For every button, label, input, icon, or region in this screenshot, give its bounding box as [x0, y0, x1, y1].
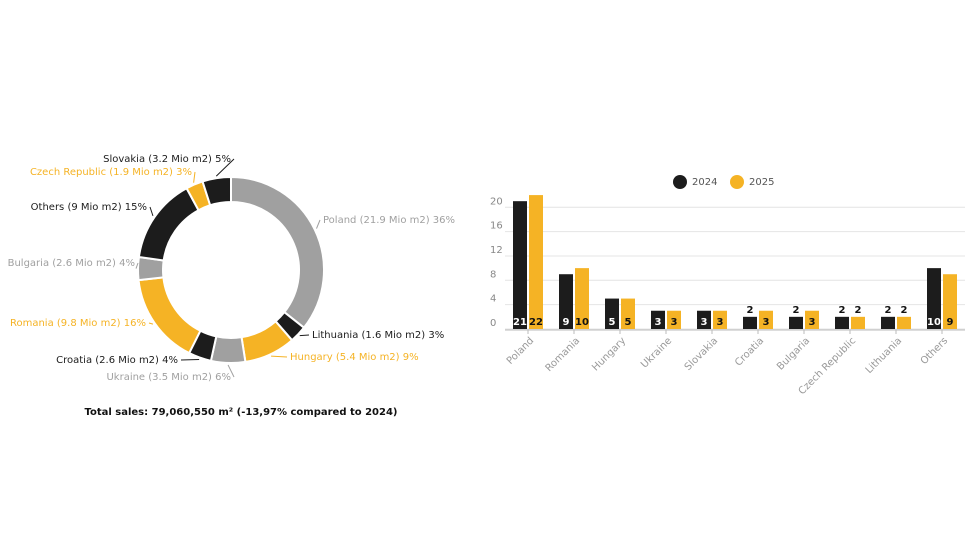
bar [621, 298, 635, 329]
bar [529, 195, 543, 329]
data-label: 2 [839, 305, 846, 316]
slice-label: Others (9 Mio m2) 15% [31, 202, 147, 213]
x-tick-label: Slovakia [683, 335, 720, 372]
data-label: 2 [885, 305, 892, 316]
leader-line [215, 158, 235, 177]
bar [835, 316, 849, 329]
slice-label: Slovakia (3.2 Mio m2) 5% [103, 154, 231, 165]
data-label: 10 [927, 317, 941, 328]
bar [513, 201, 527, 329]
y-tick-label: 0 [490, 318, 496, 329]
bar [605, 298, 619, 329]
leader-line [148, 322, 154, 325]
data-label: 9 [563, 317, 570, 328]
slice-label: Romania (9.8 Mio m2) 16% [10, 318, 146, 329]
slice-label: Ukraine (3.5 Mio m2) 6% [106, 372, 231, 383]
legend-swatch [673, 175, 687, 189]
data-label: 2 [855, 305, 862, 316]
bar [789, 316, 803, 329]
legend-label: 2025 [749, 177, 774, 188]
slice-label: Poland (21.9 Mio m2) 36% [323, 215, 455, 226]
x-tick-label: Poland [505, 335, 536, 366]
x-tick-label: Hungary [590, 335, 628, 373]
data-label: 9 [947, 317, 954, 328]
leader-line [180, 358, 200, 361]
x-tick-label: Bulgaria [775, 335, 812, 372]
y-tick-label: 12 [490, 245, 503, 256]
bar [667, 310, 681, 329]
data-label: 3 [655, 317, 662, 328]
bar [651, 310, 665, 329]
x-tick-label: Ukraine [639, 335, 674, 370]
data-label: 3 [809, 317, 816, 328]
leader-line [149, 206, 154, 217]
data-label: 2 [901, 305, 908, 316]
leader-line [299, 334, 310, 337]
slice-label: Hungary (5.4 Mio m2) 9% [290, 352, 419, 363]
slice-label: Lithuania (1.6 Mio m2) 3% [312, 330, 444, 341]
bar [927, 268, 941, 329]
data-label: 22 [529, 317, 543, 328]
x-tick-label: Croatia [733, 335, 766, 368]
bar [559, 274, 573, 329]
data-label: 10 [575, 317, 589, 328]
bar [851, 316, 865, 329]
data-label: 21 [513, 317, 527, 328]
bar [759, 310, 773, 329]
data-label: 3 [763, 317, 770, 328]
bar [943, 274, 957, 329]
bar [881, 316, 895, 329]
slice-label: Czech Republic (1.9 Mio m2) 3% [30, 167, 192, 178]
y-tick-label: 8 [490, 269, 496, 280]
legend-label: 2024 [692, 177, 717, 188]
footnote: Total sales: 79,060,550 m² (-13,97% comp… [84, 407, 397, 418]
donut-slice [137, 276, 202, 355]
y-tick-label: 4 [490, 294, 496, 305]
bar [713, 310, 727, 329]
slice-label: Croatia (2.6 Mio m2) 4% [56, 355, 178, 366]
data-label: 3 [717, 317, 724, 328]
bar [697, 310, 711, 329]
y-tick-label: 20 [490, 196, 503, 207]
x-tick-label: Romania [544, 335, 583, 374]
legend-swatch [730, 175, 744, 189]
data-label: 2 [793, 305, 800, 316]
data-label: 3 [671, 317, 678, 328]
leader-line [135, 262, 139, 269]
donut-slice [201, 175, 232, 207]
leader-line [227, 364, 235, 378]
data-label: 5 [625, 317, 632, 328]
leader-line [316, 219, 321, 229]
data-label: 5 [609, 317, 616, 328]
data-label: 3 [701, 317, 708, 328]
bar [743, 316, 757, 329]
x-tick-label: Lithuania [864, 335, 905, 376]
bar [805, 310, 819, 329]
y-tick-label: 16 [490, 221, 503, 232]
leader-line [193, 171, 196, 183]
leader-line [271, 355, 288, 358]
data-label: 2 [747, 305, 754, 316]
donut-slice [230, 175, 325, 330]
donut-slice [137, 186, 200, 262]
slice-label: Bulgaria (2.6 Mio m2) 4% [8, 258, 135, 269]
x-tick-label: Others [919, 335, 951, 367]
bar [575, 268, 589, 329]
bar [897, 316, 911, 329]
